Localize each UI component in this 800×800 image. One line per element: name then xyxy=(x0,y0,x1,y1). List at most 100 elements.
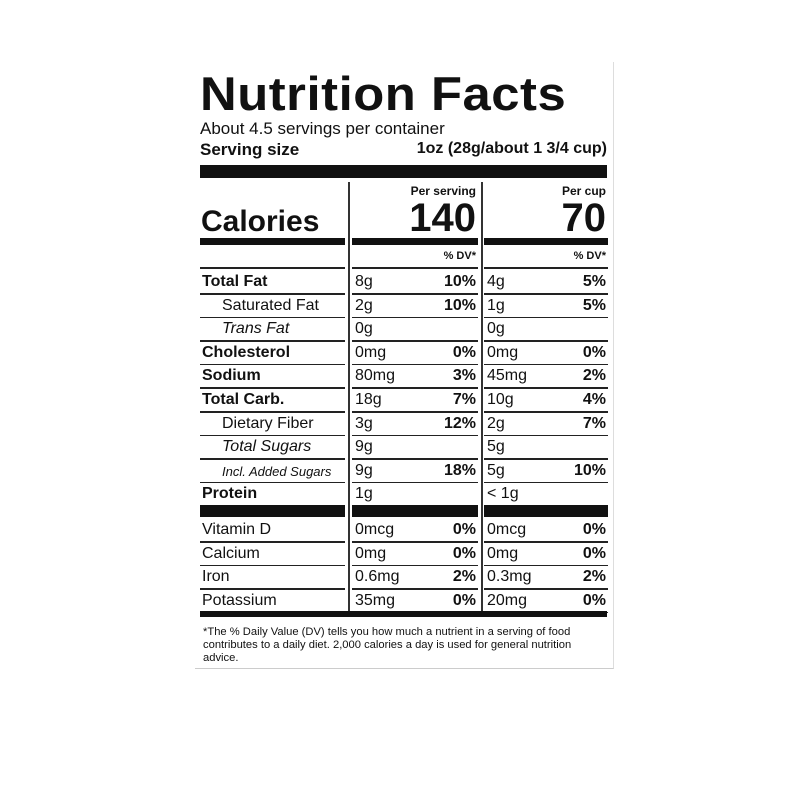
daily-value: 10% xyxy=(443,296,476,314)
rule xyxy=(352,541,478,543)
nutrient-name: Saturated Fat xyxy=(222,296,319,314)
daily-value: 0% xyxy=(582,544,606,562)
amount: 0mcg xyxy=(355,521,395,538)
title: Nutrition Facts xyxy=(200,67,567,120)
daily-value: 10% xyxy=(443,273,476,290)
thick-rule xyxy=(484,238,608,245)
calories-value: 70 xyxy=(561,196,607,240)
footnote: *The % Daily Value (DV) tells you how mu… xyxy=(203,626,572,664)
amount: 18g xyxy=(355,391,382,408)
amount: 0g xyxy=(487,320,505,338)
rule xyxy=(352,411,478,413)
daily-value: 7% xyxy=(452,391,476,408)
rule xyxy=(352,363,478,366)
daily-value: 5% xyxy=(582,273,606,290)
daily-value: 4% xyxy=(582,391,606,408)
amount: 1g xyxy=(355,485,373,503)
amount: 2g xyxy=(355,296,373,314)
nutrient-name: Iron xyxy=(202,568,230,586)
rule xyxy=(352,481,478,484)
nutrient-name: Total Carb. xyxy=(202,391,285,408)
rule xyxy=(484,541,608,543)
thick-rule xyxy=(484,505,608,517)
rule xyxy=(352,340,478,342)
rule xyxy=(200,458,345,460)
rule xyxy=(200,363,345,366)
amount: 0mg xyxy=(355,343,387,361)
amount: 0mcg xyxy=(487,521,527,538)
column-divider xyxy=(348,182,350,612)
nutrient-name: Protein xyxy=(202,485,258,503)
daily-value: 3% xyxy=(452,367,476,385)
rule xyxy=(352,387,478,389)
serving-size: 1oz (28g/about 1 3/4 cup) xyxy=(416,140,607,157)
rule xyxy=(200,316,345,319)
calories-value: 140 xyxy=(409,196,476,240)
amount: 2g xyxy=(487,414,505,432)
rule xyxy=(484,458,608,460)
rule xyxy=(352,267,478,269)
rule xyxy=(200,387,345,389)
amount: 5g xyxy=(487,461,505,479)
rule xyxy=(352,588,478,590)
amount: 1g xyxy=(487,296,505,314)
rule xyxy=(484,434,608,437)
thick-rule xyxy=(200,611,607,617)
amount: 9g xyxy=(355,438,373,456)
rule xyxy=(352,564,478,567)
rule xyxy=(352,293,478,295)
nutrition-label: Nutrition Facts About 4.5 servings per co… xyxy=(195,62,614,669)
amount: 9g xyxy=(355,461,373,479)
thick-rule xyxy=(352,505,478,517)
daily-value: 2% xyxy=(582,568,606,586)
rule xyxy=(484,564,608,567)
amount: 0mg xyxy=(355,544,387,562)
rule xyxy=(484,411,608,413)
column-header: Per cup xyxy=(561,184,606,198)
daily-value: 0% xyxy=(582,591,606,609)
rule xyxy=(200,411,345,413)
amount: 20mg xyxy=(487,591,528,609)
dv-header: % DV* xyxy=(573,250,606,262)
calories-label: Calories xyxy=(201,205,320,238)
nutrient-name: Trans Fat xyxy=(222,320,290,338)
amount: 0mg xyxy=(487,343,519,361)
daily-value: 7% xyxy=(582,414,606,432)
serving-size-label: Serving size xyxy=(200,140,300,159)
rule xyxy=(200,267,345,269)
rule xyxy=(352,458,478,460)
daily-value: 12% xyxy=(443,414,476,432)
rule xyxy=(200,340,345,342)
nutrient-name: Sodium xyxy=(202,367,261,385)
dv-header: % DV* xyxy=(443,250,476,262)
column-header: Per serving xyxy=(410,184,476,198)
amount: 0mg xyxy=(487,544,519,562)
amount: 0.6mg xyxy=(355,568,400,586)
servings: About 4.5 servings per container xyxy=(200,119,445,138)
daily-value: 0% xyxy=(582,343,606,361)
daily-value: 10% xyxy=(573,461,606,479)
rule xyxy=(200,588,345,590)
thick-rule xyxy=(352,238,478,245)
daily-value: 18% xyxy=(443,461,476,479)
amount: 8g xyxy=(355,273,373,290)
daily-value: 2% xyxy=(452,568,476,586)
rule xyxy=(484,363,608,366)
nutrient-name: Vitamin D xyxy=(202,521,272,538)
amount: 0g xyxy=(355,320,373,338)
daily-value: 0% xyxy=(452,343,476,361)
daily-value: 2% xyxy=(582,367,606,385)
rule xyxy=(484,481,608,484)
daily-value: 0% xyxy=(452,544,476,562)
rule xyxy=(484,293,608,295)
nutrient-name: Potassium xyxy=(202,591,277,609)
rule xyxy=(484,588,608,590)
column-divider xyxy=(481,182,483,612)
rule xyxy=(484,267,608,269)
daily-value: 0% xyxy=(452,591,476,609)
daily-value: 0% xyxy=(452,521,476,538)
nutrient-name: Total Fat xyxy=(202,273,268,290)
rule xyxy=(200,481,345,484)
rule xyxy=(484,316,608,319)
